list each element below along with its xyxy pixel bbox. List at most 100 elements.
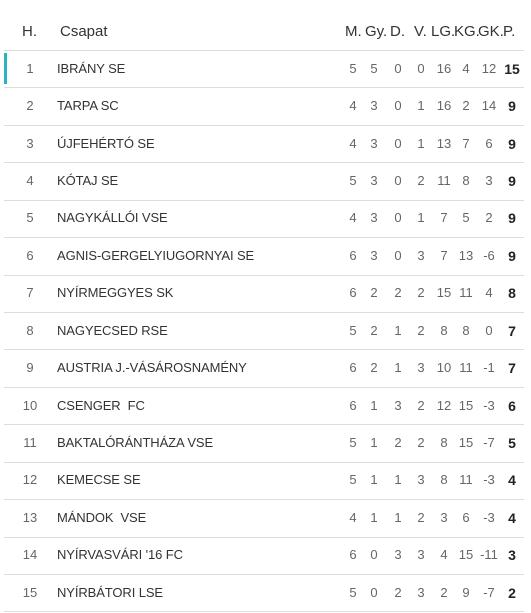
stat: -7	[483, 584, 495, 600]
stat: 10	[436, 360, 452, 376]
stat: 1	[394, 509, 402, 525]
stat: 12	[481, 60, 497, 76]
header-cell: Csapat	[60, 23, 108, 40]
stat: 3	[370, 173, 378, 188]
stat: 0	[394, 173, 402, 188]
stat: 0	[394, 60, 402, 76]
stat: 2	[440, 584, 448, 600]
stat: 4	[349, 98, 357, 114]
rank: 8	[26, 322, 34, 338]
rank: 10	[22, 397, 38, 413]
row-divider	[4, 312, 524, 313]
row-divider	[4, 50, 524, 51]
stat: 2	[417, 509, 425, 525]
stat: 5	[349, 472, 357, 488]
stat: 5	[349, 322, 357, 338]
stat: 1	[417, 98, 425, 114]
team-name: MÁNDOK VSE	[57, 509, 147, 525]
stat: 5	[349, 173, 357, 188]
stat: 2	[417, 435, 425, 450]
stat: 15	[458, 435, 474, 450]
row-divider	[4, 499, 524, 501]
stat: -3	[483, 509, 495, 525]
stat: 5	[349, 435, 357, 450]
stat: 0	[394, 135, 402, 151]
stat: 15	[458, 397, 474, 413]
team-name: KÓTAJ SE	[57, 173, 119, 188]
points: 7	[508, 360, 516, 377]
points: 4	[508, 509, 516, 526]
row-divider	[4, 237, 524, 239]
stat: 6	[349, 360, 357, 376]
stat: 6	[462, 509, 470, 525]
stat: 2	[394, 435, 402, 450]
stat: 0	[394, 247, 402, 263]
stat: 1	[370, 435, 378, 450]
stat: 1	[370, 397, 378, 413]
stat: 3	[370, 98, 378, 114]
stat: 1	[370, 509, 378, 525]
header-cell: Gy.	[365, 23, 388, 40]
stat: 14	[481, 98, 497, 114]
stat: 6	[349, 247, 357, 263]
stat: 0	[417, 60, 425, 76]
header-cell: H.	[22, 23, 37, 40]
stat: 4	[349, 509, 357, 525]
stat: 2	[462, 98, 470, 114]
stat: 11	[459, 360, 473, 376]
stat: 2	[370, 285, 378, 301]
rank: 11	[23, 435, 37, 450]
row-divider	[4, 87, 524, 89]
rank: 5	[26, 210, 34, 226]
stat: 3	[485, 173, 493, 188]
stat: 8	[440, 322, 448, 338]
team-name: NYÍRVASVÁRI '16 FC	[57, 547, 183, 563]
team-name: KEMECSE SE	[57, 472, 141, 488]
stat: 4	[349, 210, 357, 226]
rank: 2	[26, 98, 34, 114]
stat: 6	[349, 285, 357, 301]
stat: 15	[436, 285, 452, 301]
stat: 4	[462, 60, 470, 76]
stat: 12	[436, 397, 452, 413]
stat: 8	[462, 322, 470, 338]
team-name: AUSTRIA J.-VÁSÁROSNAMÉNY	[57, 360, 247, 376]
header-cell: GK.	[478, 23, 504, 40]
row-divider	[4, 574, 524, 576]
team-name: IBRÁNY SE	[57, 60, 126, 76]
points: 5	[508, 435, 516, 451]
team-name: NAGYECSED RSE	[57, 322, 168, 338]
stat: 1	[417, 210, 425, 226]
team-name: AGNIS-GERGELYIUGORNYAI SE	[57, 247, 255, 263]
stat: 5	[349, 60, 357, 76]
stat: 2	[394, 584, 402, 600]
row-divider	[4, 536, 524, 538]
stat: 7	[440, 210, 448, 226]
stat: 0	[394, 98, 402, 114]
rank: 15	[22, 584, 38, 600]
team-name: CSENGER FC	[57, 397, 145, 413]
row-divider	[4, 611, 524, 613]
stat: 3	[440, 509, 448, 525]
row-divider	[4, 199, 524, 201]
stat: 6	[349, 397, 357, 413]
stat: 6	[485, 135, 493, 151]
stat: 3	[417, 360, 425, 376]
stat: -3	[483, 397, 495, 413]
stat: 9	[462, 584, 470, 600]
stat: 2	[394, 285, 402, 301]
stat: 3	[417, 472, 425, 488]
stat: 0	[485, 322, 493, 338]
rank: 9	[26, 360, 34, 376]
row-divider	[4, 461, 524, 463]
stat: 2	[417, 285, 425, 301]
header-cell: M.	[345, 23, 362, 40]
rank: 14	[22, 547, 38, 563]
stat: 11	[459, 472, 473, 488]
team-name: NYÍRMEGGYES SK	[57, 285, 174, 301]
stat: 1	[417, 135, 425, 151]
stat: 5	[349, 584, 357, 600]
rank: 12	[22, 472, 38, 488]
stat: 1	[370, 472, 378, 488]
